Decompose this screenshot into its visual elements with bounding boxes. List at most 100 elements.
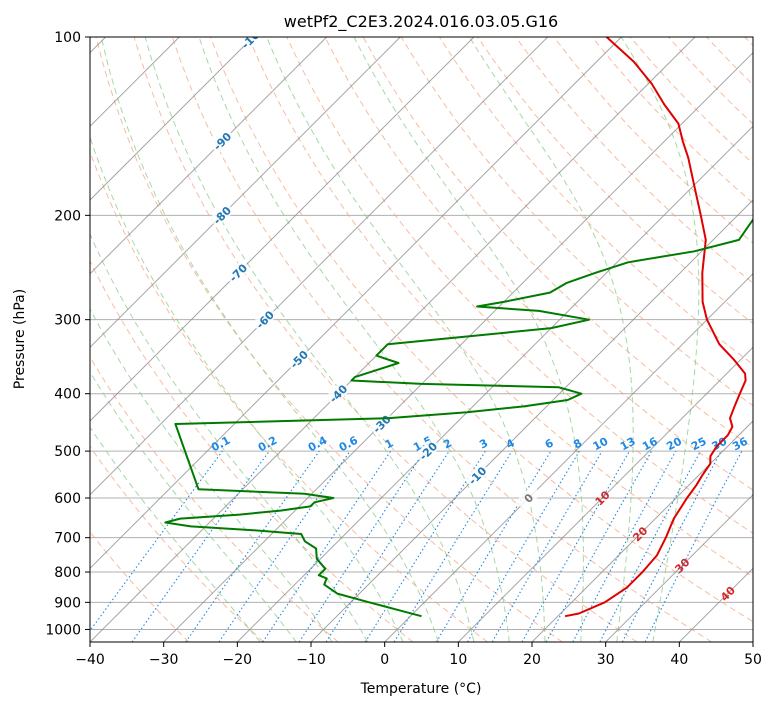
isotherm-label-bg (285, 345, 312, 373)
mixing-ratio-label: 25 (689, 435, 709, 454)
mixing-ratio-label: 20 (664, 434, 684, 453)
dry-adiabat-line (95, 37, 563, 642)
dry-adiabat-line (668, 37, 753, 125)
moist-adiabat-line (266, 37, 546, 642)
moist-adiabat-line (90, 370, 297, 642)
dry-adiabat-line (90, 356, 339, 642)
isotherm-line (678, 567, 753, 642)
mixing-ratio-label: 13 (618, 435, 638, 454)
moist-adiabat-line (469, 37, 634, 642)
dry-adiabat-line (515, 37, 753, 284)
mixing-ratio-label: 2 (441, 436, 454, 451)
y-tick-label: 500 (54, 444, 81, 460)
x-tick-label: −10 (296, 652, 326, 668)
isotherm-label-bg (224, 259, 251, 286)
y-tick-label: 300 (54, 313, 81, 329)
x-tick-label: 10 (449, 652, 467, 668)
mixing-ratio-line (393, 450, 513, 642)
y-tick-label: 1000 (45, 622, 81, 638)
isotherm-line (90, 37, 254, 201)
isotherm-line (605, 493, 753, 642)
moist-adiabat-line (90, 308, 333, 642)
isotherm-line (90, 37, 696, 642)
dry-adiabat-line (171, 37, 712, 642)
isotherm-line (90, 37, 622, 570)
x-axis-label: Temperature (°C) (360, 681, 482, 697)
isotherm-line (163, 51, 753, 642)
mixing-ratio-line (262, 450, 392, 642)
isotherm-label-bg (414, 437, 441, 464)
x-tick-label: 20 (523, 652, 541, 668)
dry-adiabat-line (591, 37, 753, 204)
temperature-profile-line (564, 37, 747, 618)
isotherm-label-bg (239, 37, 266, 50)
dry-adiabat-line (210, 37, 753, 623)
isotherm-label-bg (463, 462, 491, 489)
profile-series (164, 37, 753, 618)
mixing-ratio-line (435, 450, 552, 642)
isotherm-line (90, 37, 401, 349)
isotherm-line (384, 272, 753, 642)
isotherm-label-bg (324, 380, 352, 407)
mixing-ratio-line (572, 450, 677, 642)
x-tick-label: −40 (75, 652, 105, 668)
isotherm-line (752, 641, 753, 642)
x-tick-label: 30 (597, 652, 615, 668)
mixing-ratio-line (218, 450, 351, 642)
chart-title: wetPf2_C2E3.2024.016.03.05.G16 (284, 12, 558, 32)
x-tick-label: −30 (149, 652, 179, 668)
mixing-ratio-line (599, 450, 701, 642)
y-tick-label: 400 (54, 387, 81, 403)
moist-adiabat-line (90, 426, 261, 642)
dry-adiabat-line (90, 531, 190, 642)
isotherm-line (90, 37, 549, 496)
y-axis-label: Pressure (hPa) (12, 289, 28, 389)
y-tick-label: 800 (54, 565, 81, 581)
y-tick-label: 900 (54, 595, 81, 611)
dry-adiabat-line (133, 37, 638, 642)
isotherm-label-bg (208, 201, 235, 229)
x-tick-label: 40 (670, 652, 688, 668)
mixing-ratio-label: 36 (730, 435, 750, 454)
mixing-ratio-line (90, 450, 223, 632)
isotherm-line (90, 37, 475, 422)
mixing-ratio-label: 3 (477, 436, 490, 451)
mixing-ratio-line (298, 450, 425, 642)
moist-adiabat-line (198, 37, 510, 642)
plot-frame (89, 36, 754, 643)
dry-adiabat-line (286, 37, 753, 534)
mixing-ratio-line (521, 450, 630, 642)
mixing-ratio-line (545, 450, 653, 642)
moist-adiabat-line (90, 232, 369, 642)
isotherm-label-bg (368, 410, 395, 437)
y-tick-label: 600 (54, 491, 81, 507)
isotherm-line (531, 420, 753, 642)
dry-adiabat-line (90, 150, 488, 642)
mixing-ratio-label: 4 (504, 436, 517, 451)
y-tick-label: 100 (54, 30, 81, 46)
isotherm-label-bg (251, 306, 278, 333)
dry-adiabat-line (248, 37, 753, 578)
isotherm-label-bg (515, 484, 542, 511)
y-tick-label: 200 (54, 208, 81, 224)
dry-adiabat-line (553, 37, 753, 244)
moist-adiabat-line (100, 37, 439, 642)
y-tick-label: 700 (54, 531, 81, 547)
isotherm-line (236, 125, 753, 642)
mixing-ratio-line (131, 450, 270, 642)
mixing-ratio-line (644, 450, 743, 642)
dry-adiabat-line (90, 259, 414, 642)
axes: −40 −30 −20 −10 0 10 20 30 40 50 100 200 300 400 500 60… (45, 30, 762, 668)
mixing-ratio-label: 16 (640, 435, 660, 454)
isotherm-line (310, 199, 753, 642)
dewpoint-profile-line (164, 217, 753, 618)
isotherm-line (457, 346, 753, 642)
moist-adiabat-line (353, 37, 584, 642)
mixing-ratio-label: 10 (591, 434, 611, 453)
dry-adiabat-line (324, 37, 753, 491)
x-tick-label: 0 (380, 652, 389, 668)
mixing-ratio-line (325, 450, 450, 642)
x-tick-label: 50 (744, 652, 762, 668)
mixing-ratio-label: 6 (543, 436, 556, 451)
